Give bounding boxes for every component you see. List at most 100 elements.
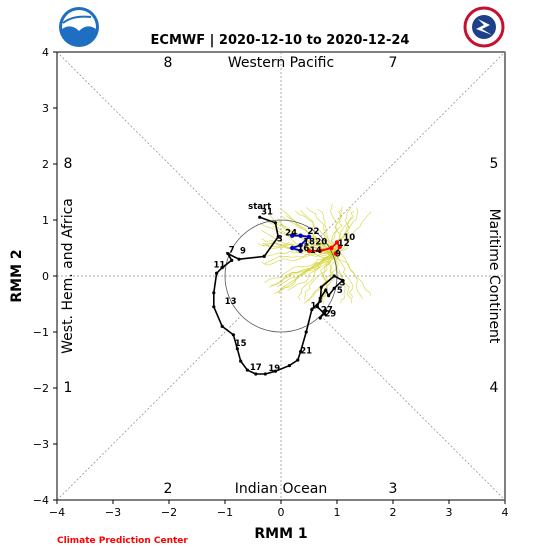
observed-point [235, 347, 239, 351]
forecast-point [306, 248, 312, 253]
forecast-day-label: 9 [335, 249, 341, 259]
observed-point [332, 286, 336, 290]
forecast-point [290, 233, 295, 238]
ensemble-member-line [260, 223, 336, 255]
x-tick-label: −3 [105, 506, 121, 519]
observed-point [318, 316, 322, 320]
x-tick-label: 3 [446, 506, 453, 519]
forecast-point [333, 251, 339, 256]
credit-text: Climate Prediction Center [57, 536, 188, 546]
observed-point [258, 215, 262, 219]
x-tick-label: 1 [334, 506, 341, 519]
x-tick-label: 0 [278, 506, 285, 519]
observed-point [319, 285, 323, 289]
y-tick-label: 2 [42, 158, 49, 171]
ensemble-member-line [272, 226, 335, 254]
region-label-top: Western Pacific [228, 55, 334, 71]
ensemble-member-line [266, 244, 334, 257]
observed-point [296, 358, 300, 362]
observed-point [318, 296, 322, 300]
forecast-day-label: 10 [343, 233, 355, 243]
y-tick-label: −3 [33, 438, 49, 451]
observed-point [341, 278, 345, 283]
observed-day-label: 7 [229, 245, 235, 255]
y-tick-label: −2 [33, 382, 49, 395]
forecast-day-label: 16 [297, 244, 309, 254]
forecast-day-label: 20 [315, 238, 327, 248]
ensemble-member-line [337, 207, 352, 254]
observed-day-label: 19 [268, 364, 280, 374]
observed-point [212, 291, 216, 295]
ensemble-member-line [273, 253, 335, 294]
y-tick-label: 4 [42, 46, 49, 59]
phase-guides [56, 51, 506, 501]
phase-label-3: 3 [389, 481, 398, 497]
observed-point [327, 294, 331, 298]
forecast-day-label: 24 [285, 229, 297, 239]
observed-point [324, 288, 328, 292]
observed-point [245, 368, 249, 372]
x-tick-label: 2 [390, 506, 397, 519]
observed-day-label: start [248, 202, 271, 212]
ensemble-member-line [333, 207, 359, 252]
forecast-point [337, 244, 342, 250]
observed-point [276, 235, 280, 239]
forecast-day-label: 18 [303, 238, 315, 248]
diagonal-line [56, 315, 242, 501]
x-tick-label: −1 [217, 506, 233, 519]
observed-point [318, 299, 322, 303]
observed-day-label: 27 [321, 305, 333, 315]
nws-logo [463, 6, 505, 48]
ensemble-member-line [281, 209, 334, 255]
observed-point [273, 369, 277, 373]
observed-day-label: 21 [300, 346, 312, 356]
diagonal-line [320, 51, 506, 237]
forecast-point [329, 245, 334, 251]
phase-label-4: 4 [490, 380, 499, 396]
phase-label-2: 2 [164, 481, 173, 497]
observed-day-label: 29 [324, 309, 336, 319]
ensemble-member-line [330, 203, 338, 255]
ensemble-member-line [287, 253, 336, 291]
observed-point [299, 350, 303, 354]
observed-point [323, 312, 327, 316]
ensemble-member-line [335, 254, 354, 304]
forecast-day-label: 14 [310, 246, 322, 256]
ensemble-member-line [336, 255, 364, 299]
x-tick-label: 4 [502, 506, 509, 519]
forecast-day-label: 22 [308, 227, 320, 237]
observed-day-label: 3 [340, 279, 346, 289]
observed-point [262, 254, 266, 258]
observed-point [220, 266, 224, 270]
y-tick-label: 1 [42, 214, 49, 227]
ensemble-members [258, 203, 372, 308]
y-tick-label: −4 [33, 494, 49, 507]
y-axis-label: RMM 2 [9, 249, 25, 302]
observed-point [237, 257, 241, 261]
ensemble-member-line [268, 252, 335, 288]
forecast-day-label: 12 [338, 239, 350, 249]
ensemble-member-line [264, 255, 334, 283]
x-tick-label: −2 [161, 506, 177, 519]
phase-label-6: 7 [389, 55, 398, 71]
phase-label-8: 8 [64, 156, 73, 172]
observed-point [315, 305, 319, 309]
observed-day-label: 3 [277, 234, 283, 244]
observed-point [263, 372, 267, 376]
forecast-point [306, 234, 312, 239]
ensemble-member-line [333, 216, 352, 257]
diagonal-line [56, 51, 242, 237]
y-tick-label: 0 [42, 270, 49, 283]
observed-day-label: 31 [261, 207, 273, 217]
observed-point [215, 271, 219, 275]
observed-point [226, 252, 230, 256]
observed-point [332, 274, 336, 278]
observed-day-label: 13 [225, 297, 237, 307]
phase-label-5: 5 [490, 156, 499, 172]
x-tick-label: −4 [49, 506, 65, 519]
observed-day-label: 17 [250, 363, 262, 373]
region-label-left: West. Hem. and Africa [60, 198, 76, 354]
